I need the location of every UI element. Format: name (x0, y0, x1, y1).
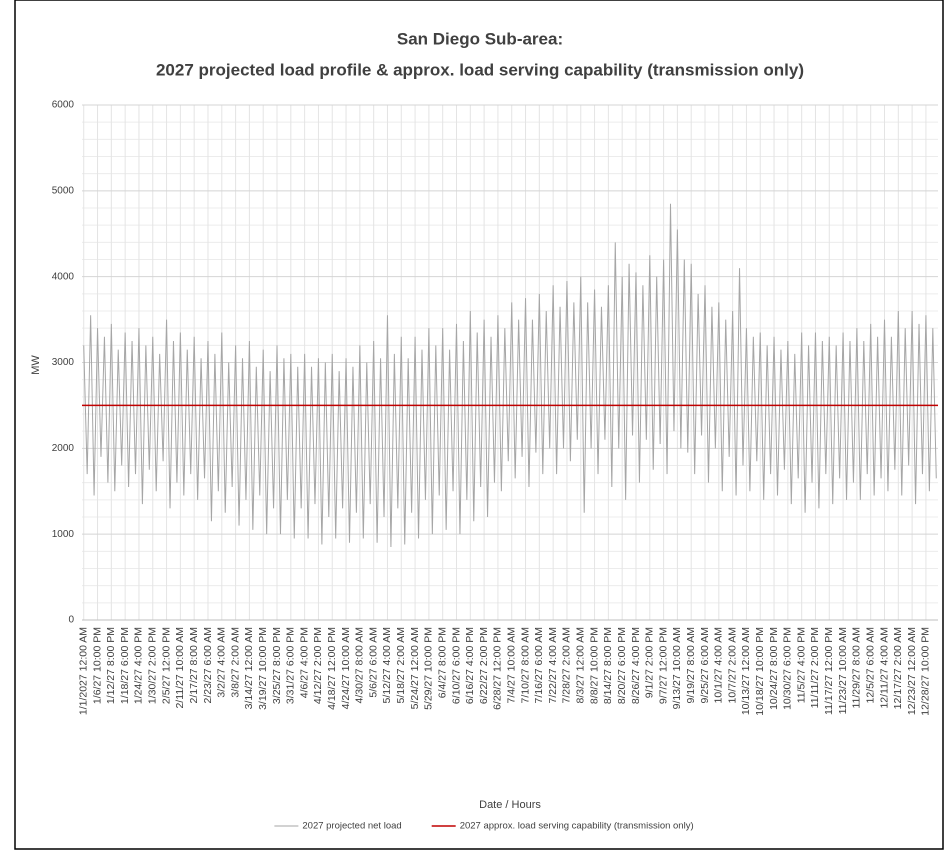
x-tick-label: 12/23/27 12:00 AM (906, 627, 918, 715)
x-tick-label: 5/18/27 2:00 AM (395, 627, 407, 703)
x-tick-label: 2/23/27 6:00 AM (202, 627, 214, 703)
x-tick-label: 3/14/27 12:00 AM (243, 627, 255, 709)
x-tick-label: 4/18/27 12:00 PM (326, 627, 338, 710)
x-tick-label: 8/20/27 6:00 PM (616, 627, 628, 704)
x-tick-label: 7/10/27 8:00 AM (519, 627, 531, 703)
x-tick-label: 6/22/27 2:00 PM (478, 627, 490, 704)
y-tick-label: 3000 (52, 357, 75, 368)
x-tick-label: 1/30/27 2:00 PM (147, 627, 159, 704)
y-tick-label: 5000 (52, 185, 75, 196)
x-tick-label: 11/11/27 2:00 PM (809, 627, 821, 708)
x-tick-label: 8/14/27 8:00 PM (602, 627, 614, 704)
x-tick-label: 10/24/27 8:00 PM (768, 627, 780, 710)
x-tick-label: 9/25/27 6:00 AM (699, 627, 711, 703)
x-tick-label: 3/19/27 10:00 PM (257, 627, 269, 710)
x-tick-label: 5/6/27 6:00 AM (367, 627, 379, 698)
chart-title: San Diego Sub-area: (397, 29, 563, 48)
x-tick-label: 11/23/27 10:00 AM (837, 627, 849, 714)
x-tick-label: 7/16/27 6:00 AM (533, 627, 545, 703)
x-tick-label: 10/7/27 2:00 AM (726, 627, 738, 703)
x-tick-label: 2/17/27 8:00 AM (188, 627, 200, 703)
x-tick-label: 1/12/27 8:00 PM (105, 627, 117, 704)
x-axis-title: Date / Hours (479, 799, 541, 811)
y-tick-label: 1000 (52, 529, 75, 540)
y-tick-label: 6000 (52, 100, 75, 111)
x-tick-label: 2/5/27 12:00 PM (160, 627, 172, 704)
x-tick-label: 9/7/27 12:00 PM (657, 627, 669, 704)
x-tick-label: 3/25/27 8:00 PM (271, 627, 283, 704)
y-tick-label: 4000 (52, 271, 75, 282)
x-tick-label: 12/17/27 2:00 AM (892, 627, 904, 709)
x-tick-label: 7/28/27 2:00 AM (561, 627, 573, 703)
x-tick-label: 11/5/27 4:00 PM (795, 627, 807, 703)
x-tick-label: 12/11/27 4:00 AM (878, 627, 890, 709)
x-tick-label: 12/28/27 10:00 PM (920, 627, 932, 716)
x-tick-label: 8/26/27 4:00 PM (630, 627, 642, 704)
x-tick-label: 11/17/27 12:00 PM (823, 627, 835, 715)
x-tick-label: 5/12/27 4:00 AM (381, 627, 393, 703)
x-tick-label: 4/30/27 8:00 AM (354, 627, 366, 703)
x-tick-label: 2/11/27 10:00 AM (174, 627, 186, 709)
x-tick-label: 11/29/27 8:00 AM (851, 627, 863, 709)
x-tick-label: 9/1/27 2:00 PM (644, 627, 656, 698)
y-tick-label: 0 (68, 615, 74, 626)
x-tick-label: 10/18/27 10:00 PM (754, 627, 766, 716)
x-tick-label: 10/13/27 12:00 AM (740, 627, 752, 715)
x-tick-label: 1/24/27 4:00 PM (133, 627, 145, 704)
x-tick-label: 8/3/27 12:00 AM (575, 627, 587, 703)
x-tick-label: 1/18/27 6:00 PM (119, 627, 131, 704)
y-tick-label: 2000 (52, 443, 75, 454)
x-tick-label: 3/31/27 6:00 PM (285, 627, 297, 704)
x-tick-label: 1/1/2027 12:00 AM (78, 627, 90, 715)
y-axis-title: MW (30, 355, 42, 375)
x-tick-label: 4/6/27 4:00 PM (298, 627, 310, 698)
x-tick-label: 3/8/27 2:00 AM (229, 627, 241, 698)
x-tick-label: 10/1/27 4:00 AM (713, 627, 725, 703)
x-tick-label: 5/24/27 12:00 AM (409, 627, 421, 709)
x-tick-label: 3/2/27 4:00 AM (216, 627, 228, 698)
x-tick-label: 8/8/27 10:00 PM (588, 627, 600, 704)
x-tick-label: 6/28/27 12:00 PM (492, 627, 504, 710)
x-tick-label: 7/22/27 4:00 AM (547, 627, 559, 703)
x-tick-label: 4/12/27 2:00 PM (312, 627, 324, 704)
x-tick-label: 6/10/27 6:00 PM (450, 627, 462, 704)
series-line (83, 203, 937, 548)
x-tick-label: 10/30/27 6:00 PM (782, 627, 794, 710)
x-tick-label: 7/4/27 10:00 AM (506, 627, 518, 703)
x-tick-label: 12/5/27 6:00 AM (864, 627, 876, 703)
legend-label: 2027 projected net load (302, 821, 401, 832)
x-tick-label: 9/13/27 10:00 AM (671, 627, 683, 709)
x-tick-label: 6/4/27 8:00 PM (436, 627, 448, 698)
x-tick-label: 4/24/27 10:00 AM (340, 627, 352, 709)
x-tick-label: 5/29/27 10:00 PM (423, 627, 435, 710)
x-tick-label: 9/19/27 8:00 AM (685, 627, 697, 703)
x-tick-label: 1/6/27 10:00 PM (91, 627, 103, 704)
chart-subtitle: 2027 projected load profile & approx. lo… (156, 60, 804, 79)
legend-label: 2027 approx. load serving capability (tr… (460, 821, 694, 832)
x-tick-label: 6/16/27 4:00 PM (464, 627, 476, 704)
